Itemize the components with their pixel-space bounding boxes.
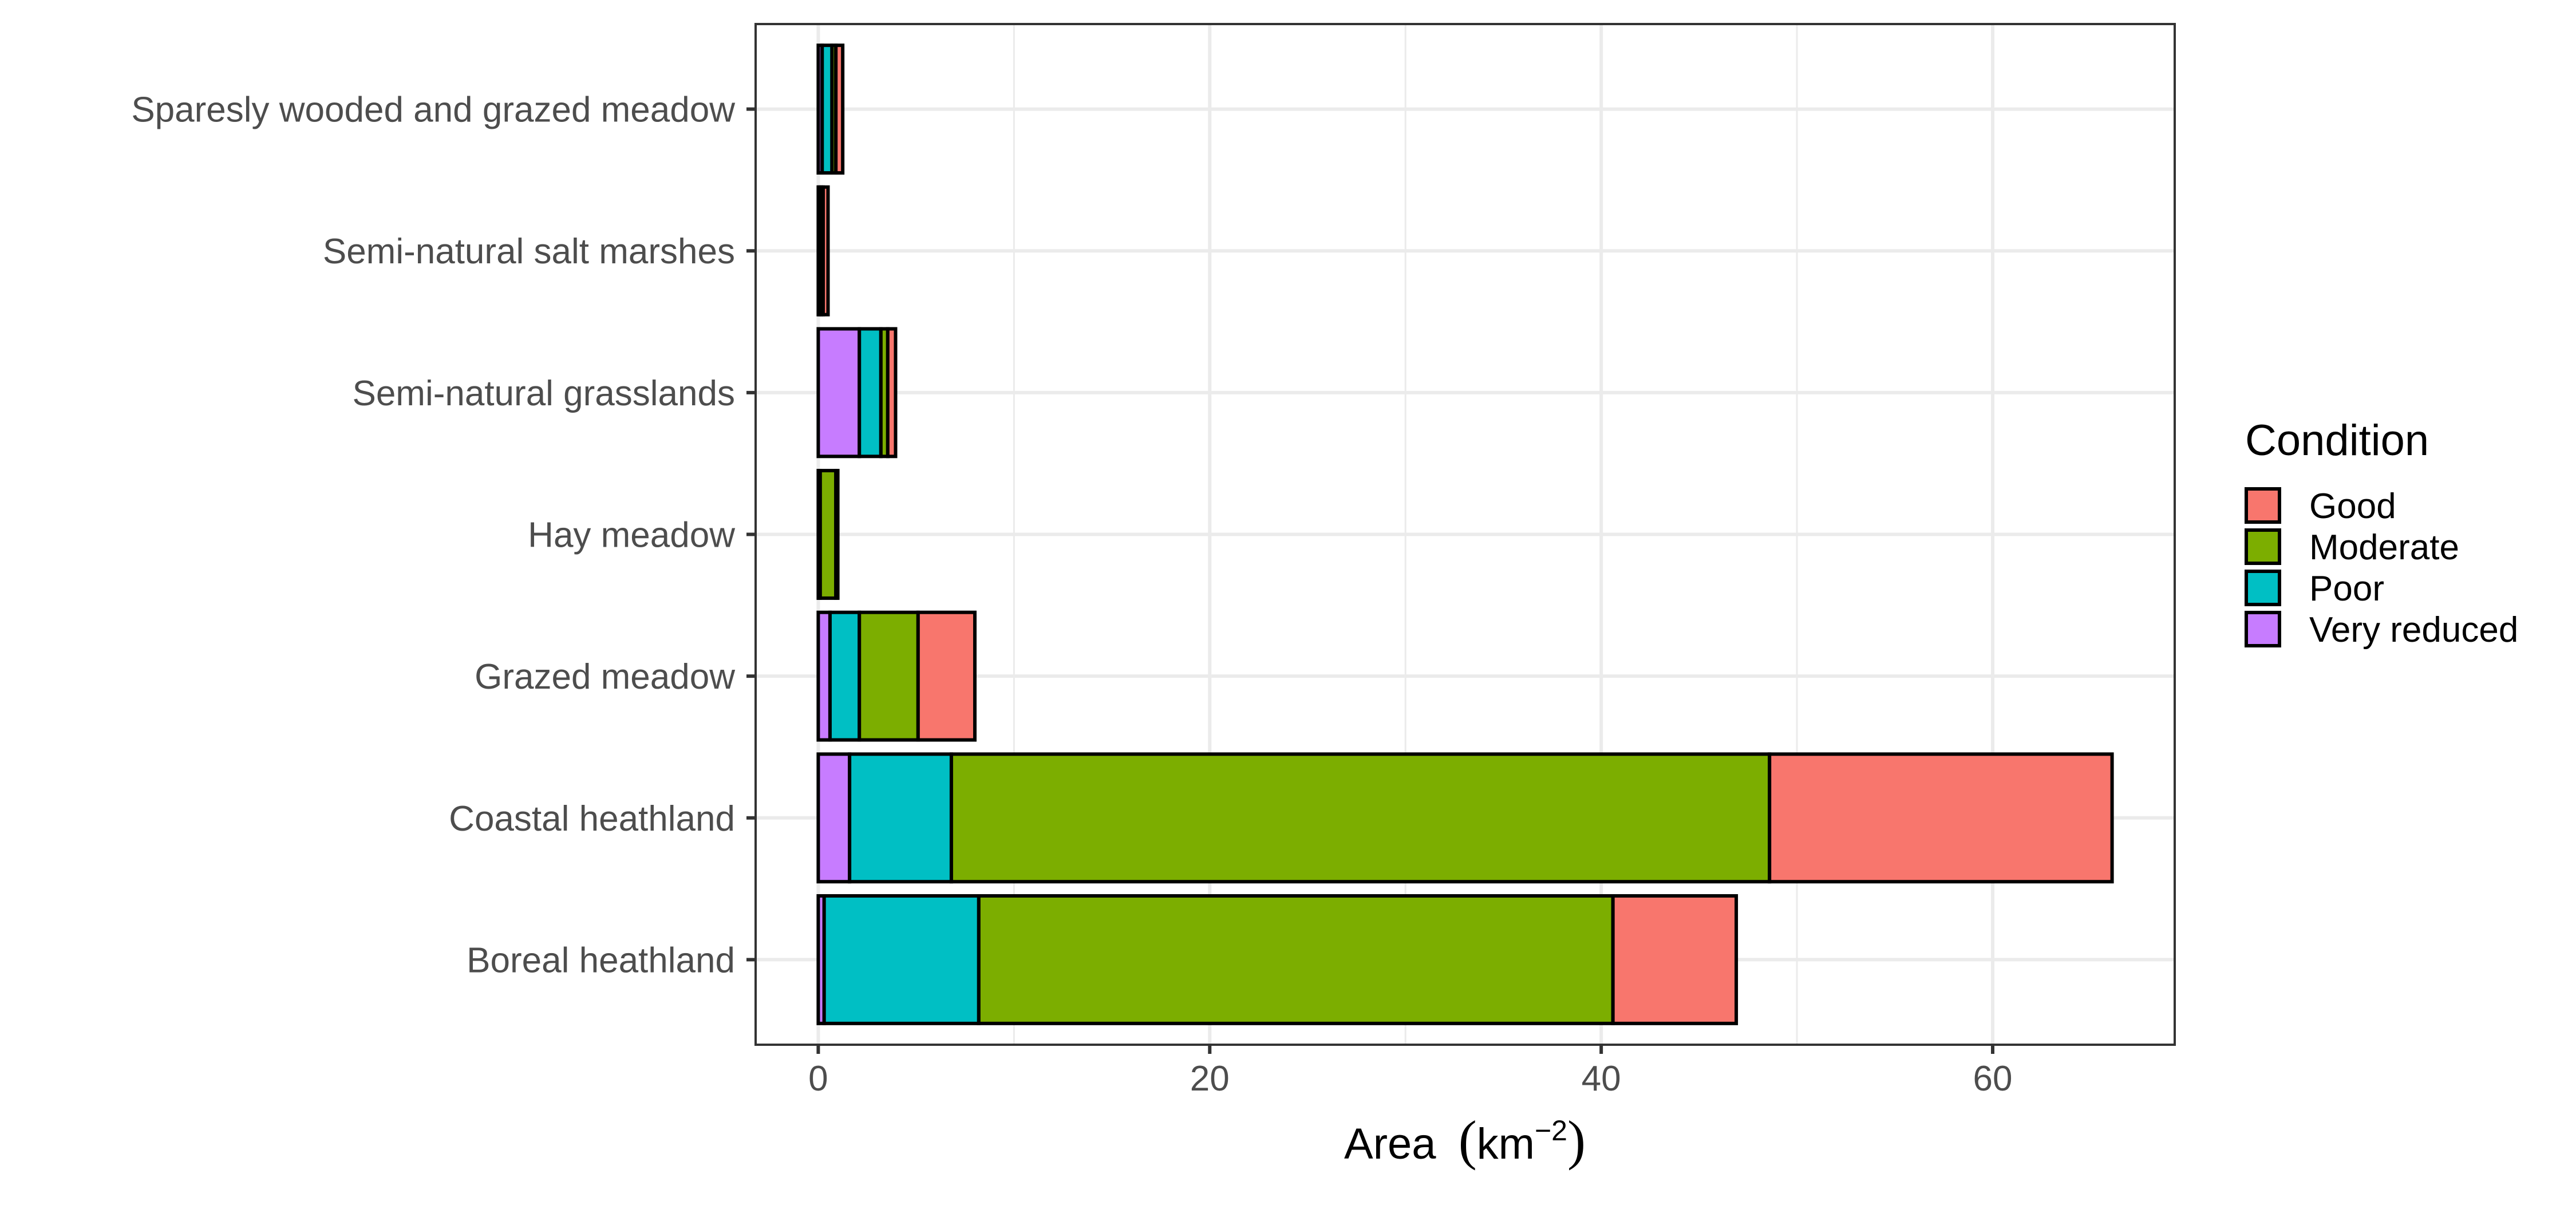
y-tick-label: Semi-natural grasslands	[352, 374, 735, 413]
legend-label: Poor	[2309, 569, 2384, 609]
x-axis-unit: km	[1477, 1120, 1535, 1168]
y-axis: Boreal heathland Coastal heathland Grazed …	[131, 90, 756, 980]
bar-segment	[822, 894, 981, 1025]
bar-segment	[1768, 752, 2114, 884]
x-tick-label: 40	[1582, 1059, 1621, 1099]
bar-segment	[828, 610, 862, 742]
x-axis-title: Area (km−2)	[1344, 1109, 1586, 1171]
x-axis: 0 20 40 60	[808, 1045, 2012, 1099]
bar-segment	[834, 44, 845, 175]
legend-key	[2245, 487, 2281, 524]
bar-segment	[858, 327, 883, 459]
bar-segment	[858, 610, 920, 742]
y-tick-label: Semi-natural salt marshes	[323, 232, 735, 271]
x-tick-label: 20	[1190, 1059, 1230, 1099]
x-axis-unit-exponent: −2	[1535, 1115, 1567, 1147]
x-axis-unit-open: (	[1459, 1109, 1477, 1171]
x-tick-label: 0	[808, 1059, 828, 1099]
bars	[816, 44, 2114, 1025]
y-tick-label: Boreal heathland	[467, 941, 735, 980]
legend-key	[2245, 528, 2281, 565]
bar-segment	[886, 327, 898, 459]
bar-segment	[977, 894, 1615, 1025]
y-tick-label: Coastal heathland	[449, 799, 735, 839]
bar-segment	[1611, 894, 1739, 1025]
bar-segment	[821, 185, 830, 317]
legend-key	[2245, 570, 2281, 606]
x-tick-label: 60	[1973, 1059, 2013, 1099]
y-tick-label: Hay meadow	[528, 516, 735, 555]
bar-segment	[816, 752, 852, 884]
bar-segment	[834, 469, 840, 600]
legend-label: Moderate	[2309, 528, 2459, 567]
legend-label: Very reduced	[2309, 610, 2518, 650]
bar-segment	[816, 610, 832, 742]
legend-title: Condition	[2245, 416, 2429, 465]
x-axis-unit-close: )	[1567, 1109, 1586, 1171]
legend-key	[2245, 611, 2281, 647]
legend-label: Good	[2309, 487, 2396, 526]
y-tick-label: Sparesly wooded and grazed meadow	[131, 90, 735, 130]
bar-segment	[949, 752, 1772, 884]
x-axis-title-text: Area	[1344, 1120, 1436, 1168]
bar-segment	[916, 610, 977, 742]
bar-segment	[816, 327, 862, 459]
y-tick-label: Grazed meadow	[475, 657, 735, 697]
bar-segment	[818, 469, 838, 600]
bar-segment	[848, 752, 953, 884]
